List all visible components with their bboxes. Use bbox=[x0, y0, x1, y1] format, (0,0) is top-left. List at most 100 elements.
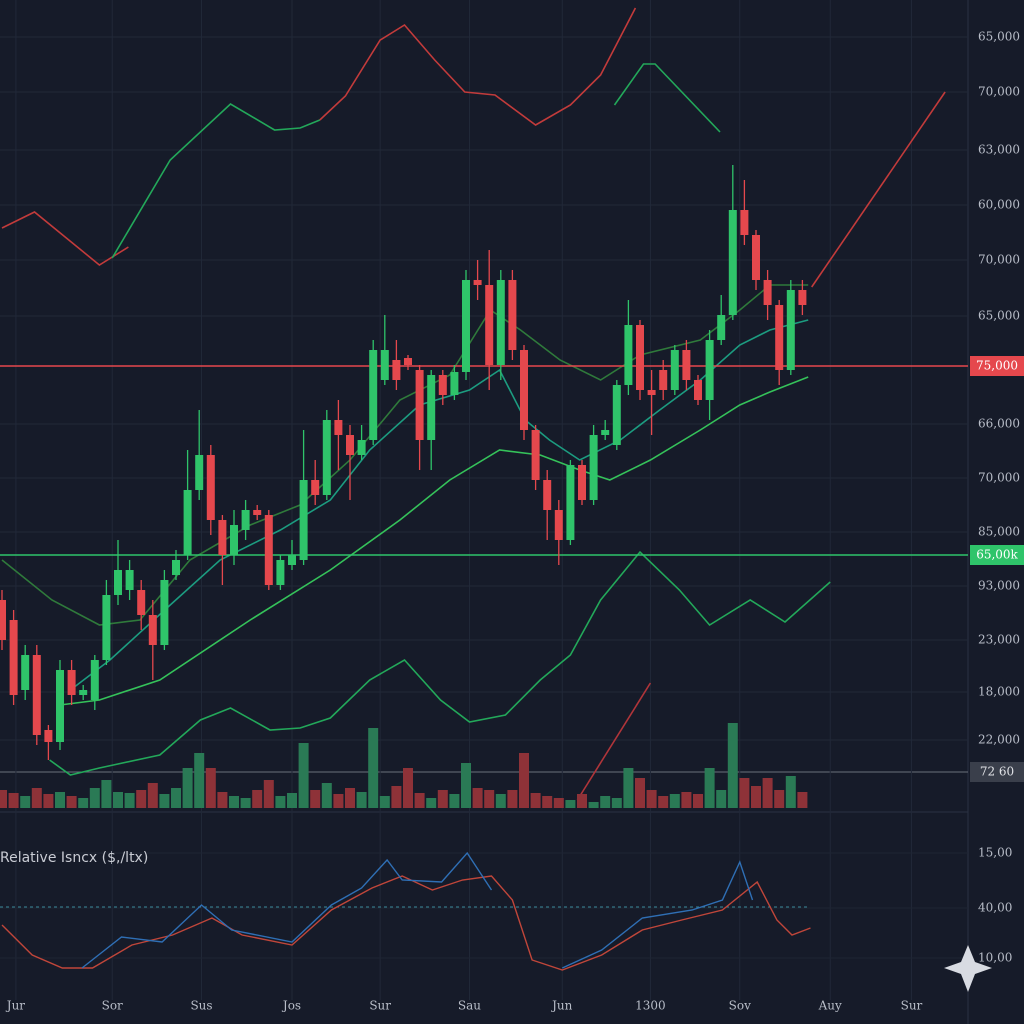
volume-bar bbox=[287, 793, 297, 808]
volume-bar bbox=[716, 790, 727, 808]
candle-body bbox=[508, 280, 517, 350]
volume-bar bbox=[693, 794, 703, 808]
volume-bar bbox=[472, 788, 483, 808]
candle-body bbox=[415, 370, 424, 440]
candle-body bbox=[195, 455, 204, 490]
volume-bar bbox=[31, 788, 42, 808]
candle-body bbox=[694, 380, 702, 400]
volume-bar bbox=[356, 792, 367, 808]
volume-bar bbox=[345, 788, 355, 808]
volume-bar bbox=[437, 790, 448, 808]
price-level-tag bbox=[970, 545, 1024, 565]
candle-body bbox=[114, 570, 122, 595]
x-tick-label: Sur bbox=[901, 999, 923, 1013]
volume-bar bbox=[252, 790, 263, 808]
volume-bar bbox=[426, 798, 437, 808]
volume-bar bbox=[147, 783, 158, 808]
line-series bbox=[1, 875, 811, 971]
line-series bbox=[49, 550, 831, 776]
x-tick-label: Sor bbox=[102, 999, 123, 1013]
line-series bbox=[576, 682, 652, 801]
volume-bar bbox=[159, 794, 170, 808]
candle-body bbox=[230, 525, 238, 555]
volume-bar bbox=[182, 768, 193, 808]
candle-body bbox=[311, 480, 320, 495]
y-tick-label: 40,00 bbox=[978, 901, 1012, 915]
volume-bar bbox=[391, 786, 402, 808]
candle-body bbox=[299, 480, 308, 560]
candle-body bbox=[485, 285, 494, 365]
volume-bar bbox=[600, 796, 611, 808]
candle-body bbox=[624, 325, 633, 385]
candle-body bbox=[276, 560, 285, 585]
y-tick-label: 70,000 bbox=[978, 85, 1020, 99]
candle-body bbox=[44, 730, 53, 742]
volume-bar bbox=[588, 802, 599, 808]
candle-body bbox=[636, 325, 644, 390]
volume-bar bbox=[635, 778, 645, 808]
volume-bar bbox=[797, 792, 808, 808]
candle-body bbox=[427, 375, 436, 440]
candle-body bbox=[601, 430, 610, 435]
volume-bar bbox=[124, 793, 135, 808]
line-series bbox=[111, 103, 321, 259]
volume-bar bbox=[519, 753, 529, 808]
line-series bbox=[613, 63, 721, 133]
x-tick-label: Jun bbox=[550, 999, 573, 1013]
volume-bar bbox=[495, 794, 506, 808]
price-level-tag bbox=[970, 356, 1024, 376]
volume-bar bbox=[704, 768, 715, 808]
candle-body bbox=[786, 290, 795, 370]
candle-body bbox=[21, 655, 30, 690]
volume-bar bbox=[194, 753, 205, 808]
candle-body bbox=[705, 340, 714, 400]
candle-body bbox=[543, 480, 552, 510]
candle-body bbox=[90, 660, 99, 700]
candle-body bbox=[322, 420, 331, 495]
candle-body bbox=[589, 435, 598, 500]
volume-bar bbox=[8, 793, 19, 808]
candle-body bbox=[264, 515, 273, 585]
volume-bar bbox=[669, 794, 680, 808]
candle-body bbox=[763, 280, 772, 305]
candle-body bbox=[253, 510, 262, 515]
candle-body bbox=[172, 560, 180, 575]
candle-body bbox=[798, 290, 807, 305]
candle-body bbox=[0, 600, 6, 640]
volume-bar bbox=[449, 794, 460, 808]
volume-bar bbox=[20, 796, 31, 808]
candle-body bbox=[752, 235, 760, 280]
volume-bar bbox=[785, 776, 796, 808]
candle-body bbox=[496, 280, 505, 365]
x-tick-label: Sur bbox=[369, 999, 391, 1013]
candle-body bbox=[392, 360, 401, 380]
candle-body bbox=[578, 465, 586, 500]
volume-bar bbox=[101, 780, 112, 808]
volume-bar bbox=[565, 800, 576, 808]
candle-body bbox=[183, 490, 192, 555]
candle-body bbox=[462, 280, 470, 372]
candle-body bbox=[369, 350, 378, 440]
line-series bbox=[319, 7, 637, 126]
volume-bar bbox=[298, 743, 309, 808]
volume-bar bbox=[623, 768, 634, 808]
y-tick-label: 70,000 bbox=[978, 471, 1020, 485]
volume-tag bbox=[970, 762, 1024, 782]
candle-body bbox=[334, 420, 343, 435]
candle-body bbox=[160, 580, 169, 645]
candle-body bbox=[9, 620, 18, 695]
volume-bar bbox=[66, 796, 77, 808]
volume-bar bbox=[205, 768, 216, 808]
volume-bar bbox=[43, 794, 54, 808]
candle-body bbox=[56, 670, 64, 742]
line-series bbox=[811, 91, 946, 288]
candle-body bbox=[566, 465, 575, 540]
candle-body bbox=[357, 440, 366, 455]
volume-bar bbox=[263, 780, 274, 808]
candle-body bbox=[404, 358, 412, 365]
candle-body bbox=[218, 520, 227, 555]
y-tick-label: 65,000 bbox=[978, 30, 1020, 44]
volume-bar bbox=[275, 796, 286, 808]
line-series bbox=[59, 376, 809, 706]
